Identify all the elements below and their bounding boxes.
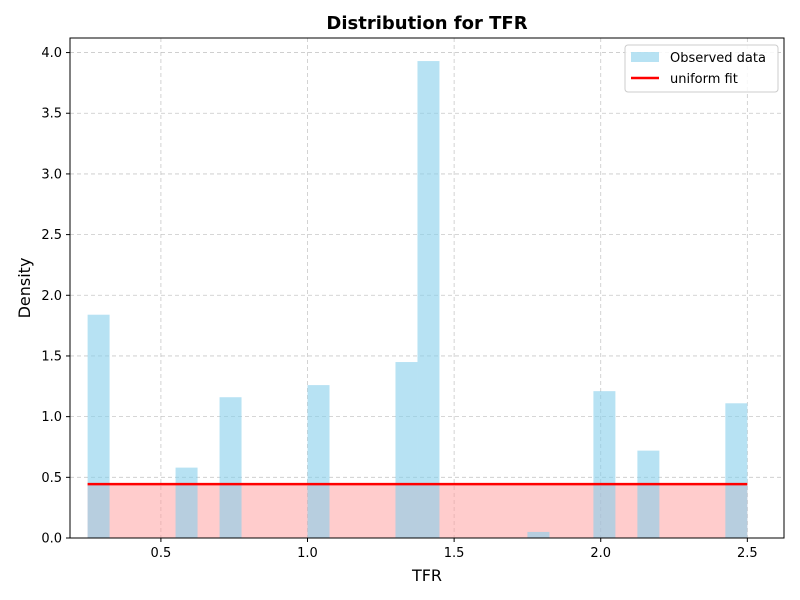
y-tick-label: 1.5 (41, 349, 62, 364)
y-tick-label: 2.0 (41, 289, 62, 304)
x-tick-label: 0.5 (151, 546, 172, 561)
x-axis-ticks: 0.5 1.0 1.5 2.0 2.5 (151, 538, 758, 561)
histogram-bars (87, 61, 748, 538)
histogram-bar (417, 61, 440, 538)
y-tick-label: 3.0 (41, 167, 62, 182)
chart-title: Distribution for TFR (326, 13, 527, 34)
legend: Observed data uniform fit (624, 44, 779, 93)
y-tick-label: 4.0 (41, 46, 62, 61)
histogram-bar (527, 531, 550, 538)
y-tick-label: 1.0 (41, 410, 62, 425)
histogram-bar (307, 385, 330, 538)
histogram-bar (87, 314, 110, 538)
y-axis-ticks: 0.0 0.5 1.0 1.5 2.0 2.5 3.0 3.5 4.0 (41, 46, 70, 547)
histogram-bar (219, 397, 242, 538)
legend-label-observed: Observed data (670, 51, 766, 66)
x-tick-label: 1.0 (297, 546, 318, 561)
histogram-bar (175, 467, 198, 538)
y-tick-label: 2.5 (41, 228, 62, 243)
legend-swatch-observed (631, 52, 659, 62)
histogram-bar (725, 403, 748, 538)
histogram-bar (395, 362, 418, 538)
y-tick-label: 0.0 (41, 532, 62, 547)
histogram-bar (637, 450, 660, 538)
legend-label-uniform: uniform fit (670, 72, 738, 87)
x-tick-label: 2.5 (737, 546, 758, 561)
y-axis-label: Density (15, 258, 34, 319)
y-tick-label: 0.5 (41, 471, 62, 486)
x-tick-label: 1.5 (444, 546, 465, 561)
plot-frame (69, 37, 785, 539)
y-tick-label: 3.5 (41, 107, 62, 122)
x-tick-label: 2.0 (590, 546, 611, 561)
histogram-bar (593, 391, 616, 538)
legend-box (624, 44, 779, 93)
x-axis-label: TFR (411, 566, 442, 585)
